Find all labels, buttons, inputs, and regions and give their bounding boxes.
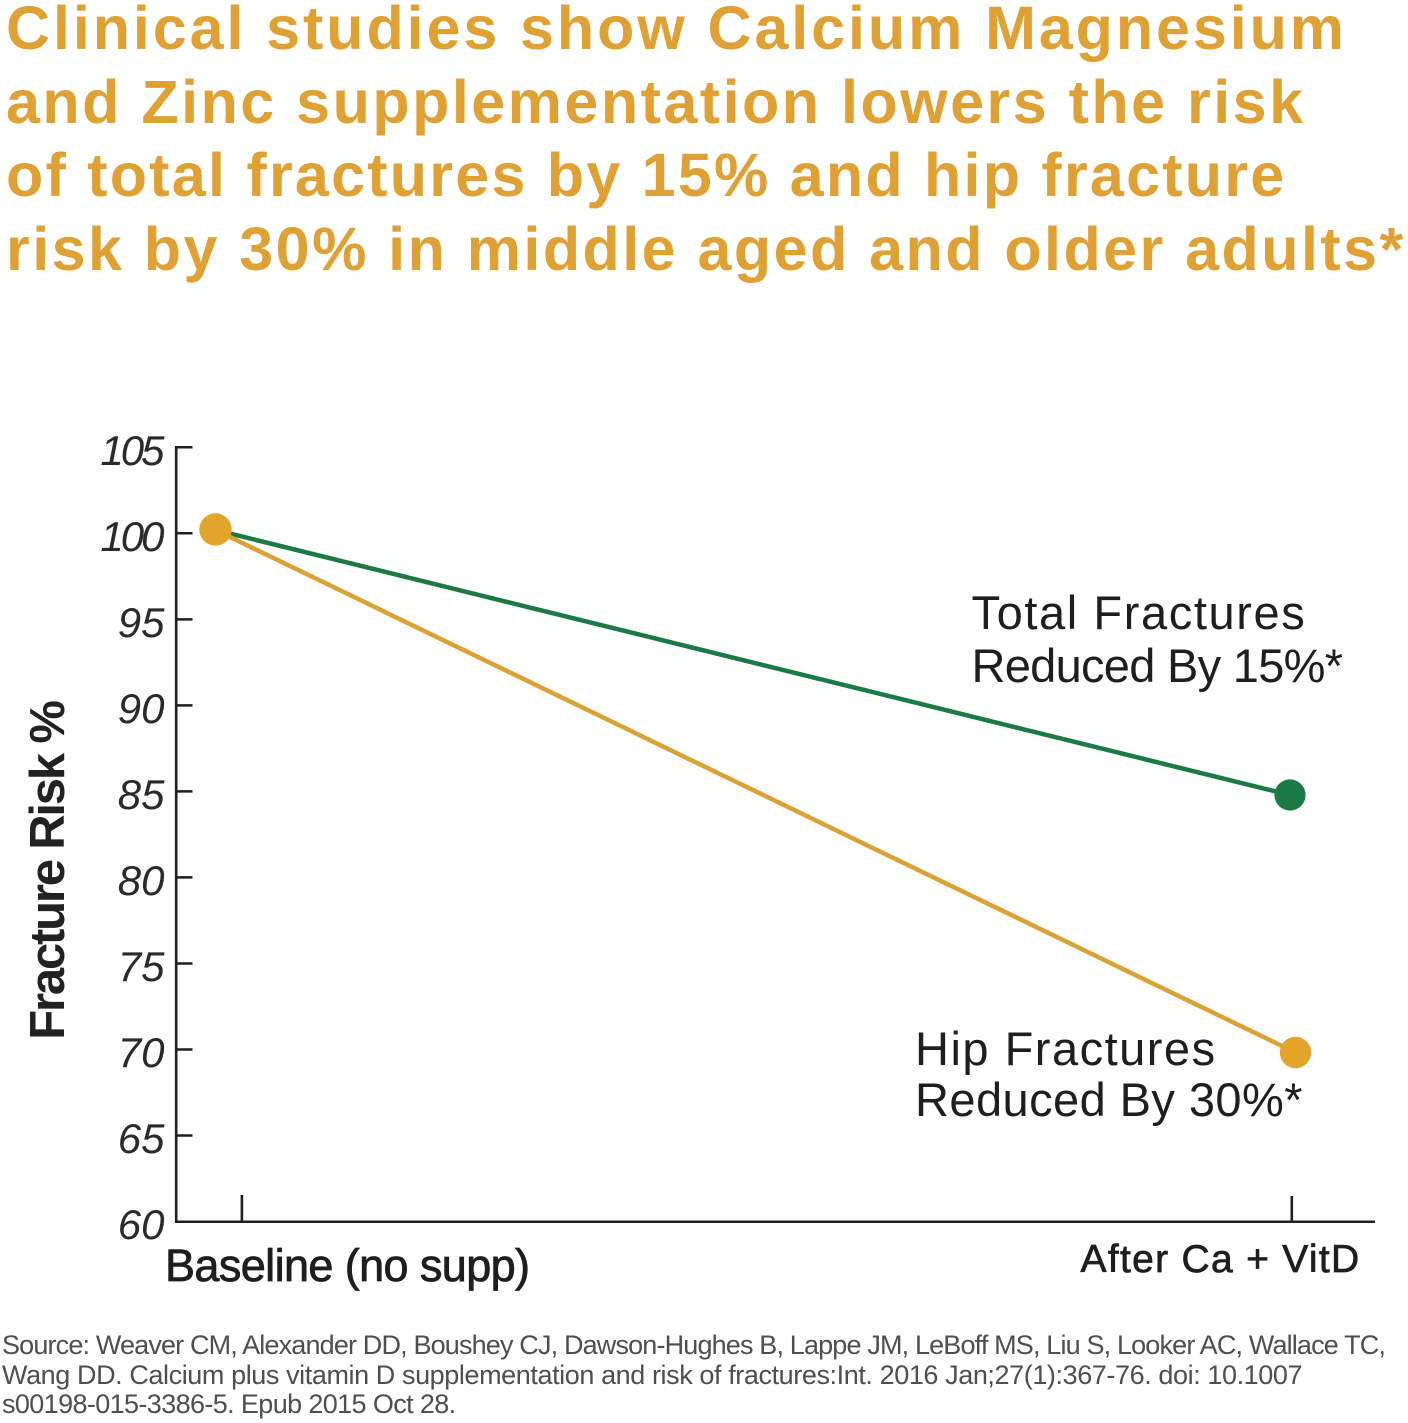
svg-text:60: 60 xyxy=(118,1201,165,1248)
svg-text:75: 75 xyxy=(118,943,165,990)
svg-text:95: 95 xyxy=(118,599,165,646)
svg-text:65: 65 xyxy=(118,1115,165,1162)
svg-text:90: 90 xyxy=(118,685,165,732)
svg-text:80: 80 xyxy=(118,857,165,904)
svg-text:70: 70 xyxy=(118,1029,165,1076)
svg-text:85: 85 xyxy=(118,771,165,818)
svg-text:105: 105 xyxy=(100,427,165,474)
svg-text:100: 100 xyxy=(100,513,165,560)
